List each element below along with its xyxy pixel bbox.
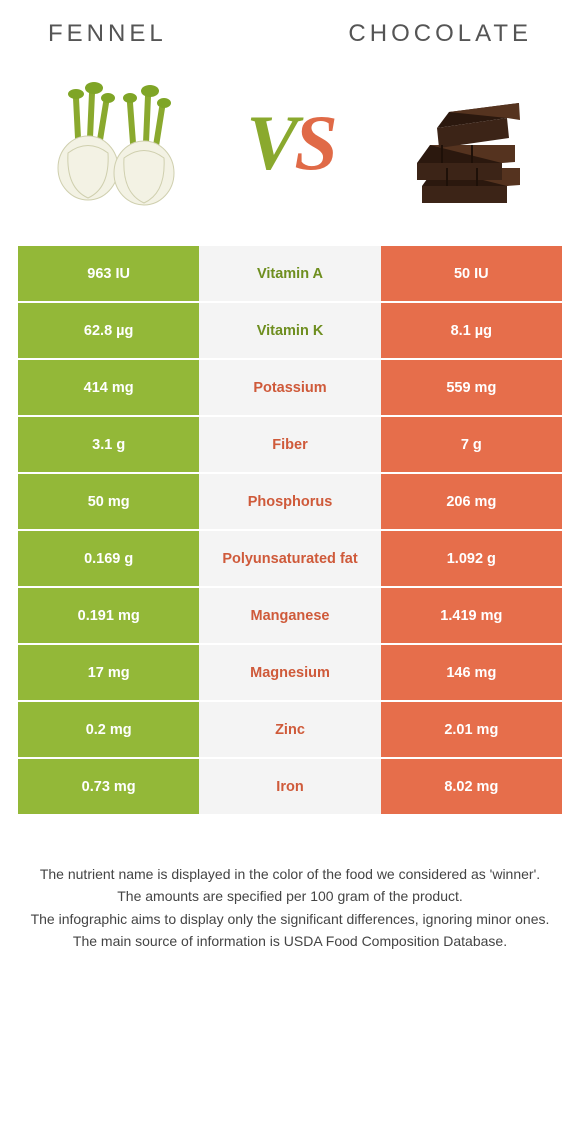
cell-left: 0.73 mg <box>18 759 199 814</box>
cell-left: 3.1 g <box>18 417 199 472</box>
chocolate-icon <box>392 68 542 218</box>
cell-right: 2.01 mg <box>381 702 562 757</box>
table-row: 62.8 µgVitamin K8.1 µg <box>18 303 562 360</box>
header: Fennel Chocolate <box>18 20 562 58</box>
cell-left: 414 mg <box>18 360 199 415</box>
vs-v: V <box>246 99 294 186</box>
cell-nutrient: Fiber <box>199 417 380 472</box>
footer-notes: The nutrient name is displayed in the co… <box>18 864 562 951</box>
title-left: Fennel <box>48 20 167 48</box>
cell-right: 8.02 mg <box>381 759 562 814</box>
cell-nutrient: Vitamin A <box>199 246 380 301</box>
footer-line-1: The nutrient name is displayed in the co… <box>28 864 552 884</box>
cell-left: 0.169 g <box>18 531 199 586</box>
table-row: 963 IUVitamin A50 IU <box>18 246 562 303</box>
cell-left: 62.8 µg <box>18 303 199 358</box>
cell-right: 8.1 µg <box>381 303 562 358</box>
cell-right: 146 mg <box>381 645 562 700</box>
cell-right: 1.419 mg <box>381 588 562 643</box>
cell-left: 50 mg <box>18 474 199 529</box>
image-row: VS <box>18 58 562 246</box>
cell-right: 206 mg <box>381 474 562 529</box>
cell-left: 963 IU <box>18 246 199 301</box>
cell-nutrient: Iron <box>199 759 380 814</box>
cell-nutrient: Phosphorus <box>199 474 380 529</box>
footer-line-3: The infographic aims to display only the… <box>28 909 552 929</box>
cell-nutrient: Manganese <box>199 588 380 643</box>
cell-left: 0.191 mg <box>18 588 199 643</box>
table-row: 414 mgPotassium559 mg <box>18 360 562 417</box>
cell-left: 17 mg <box>18 645 199 700</box>
cell-right: 7 g <box>381 417 562 472</box>
table-row: 0.169 gPolyunsaturated fat1.092 g <box>18 531 562 588</box>
cell-right: 1.092 g <box>381 531 562 586</box>
cell-nutrient: Magnesium <box>199 645 380 700</box>
vs-s: S <box>294 99 333 186</box>
cell-nutrient: Polyunsaturated fat <box>199 531 380 586</box>
cell-nutrient: Zinc <box>199 702 380 757</box>
cell-left: 0.2 mg <box>18 702 199 757</box>
nutrition-table: 963 IUVitamin A50 IU62.8 µgVitamin K8.1 … <box>18 246 562 816</box>
footer-line-2: The amounts are specified per 100 gram o… <box>28 886 552 906</box>
cell-right: 50 IU <box>381 246 562 301</box>
table-row: 50 mgPhosphorus206 mg <box>18 474 562 531</box>
footer-line-4: The main source of information is USDA F… <box>28 931 552 951</box>
fennel-image <box>38 68 188 218</box>
chocolate-image <box>392 68 542 218</box>
fennel-icon <box>38 68 188 218</box>
cell-nutrient: Vitamin K <box>199 303 380 358</box>
cell-nutrient: Potassium <box>199 360 380 415</box>
table-row: 17 mgMagnesium146 mg <box>18 645 562 702</box>
table-row: 0.73 mgIron8.02 mg <box>18 759 562 816</box>
table-row: 3.1 gFiber7 g <box>18 417 562 474</box>
title-right: Chocolate <box>348 20 532 48</box>
vs-label: VS <box>246 98 333 188</box>
table-row: 0.191 mgManganese1.419 mg <box>18 588 562 645</box>
cell-right: 559 mg <box>381 360 562 415</box>
table-row: 0.2 mgZinc2.01 mg <box>18 702 562 759</box>
